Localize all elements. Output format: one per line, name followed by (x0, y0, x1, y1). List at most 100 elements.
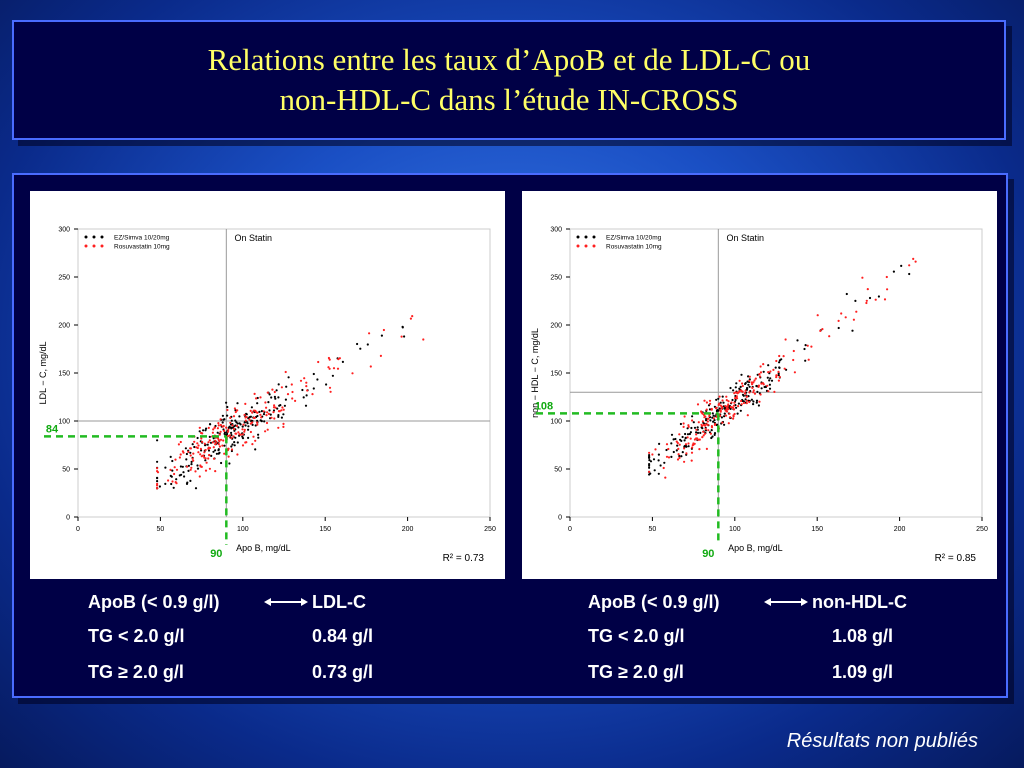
scatter-point (677, 447, 680, 450)
scatter-point (247, 436, 250, 439)
x-tick-label: 0 (76, 526, 80, 533)
y-tick-label: 150 (550, 371, 562, 378)
scatter-point (675, 449, 678, 452)
scatter-point (190, 460, 193, 463)
scatter-point (742, 401, 746, 405)
scatter-point (249, 422, 252, 425)
y-tick-label: 100 (550, 419, 562, 426)
scatter-point (753, 379, 756, 382)
scatter-point (230, 431, 233, 434)
scatter-point (216, 427, 219, 430)
scatter-point (266, 411, 269, 414)
scatter-point (649, 460, 653, 463)
scatter-point (156, 487, 159, 490)
scatter-point (273, 404, 276, 407)
scatter-point (222, 439, 225, 442)
scatter-point (272, 406, 276, 409)
scatter-point (744, 382, 747, 386)
scatter-point (703, 432, 707, 435)
scatter-point (219, 423, 222, 427)
scatter-point (234, 419, 237, 422)
scatter-point (663, 461, 666, 464)
scatter-point (755, 401, 758, 404)
scatter-point (359, 347, 362, 350)
scatter-point (203, 442, 206, 445)
scatter-point (277, 426, 280, 429)
scatter-point (218, 445, 221, 448)
scatter-point (185, 452, 188, 456)
x-tick-label: 150 (319, 526, 331, 533)
scatter-point (736, 412, 739, 415)
scatter-point (180, 473, 183, 476)
scatter-point (756, 373, 759, 376)
scatter-point (724, 405, 727, 408)
scatter-point (710, 429, 713, 432)
scatter-point (804, 344, 807, 347)
scatter-point (729, 416, 732, 419)
scatter-point (720, 416, 723, 419)
scatter-point (239, 433, 242, 436)
scatter-point (219, 430, 222, 433)
scatter-point (680, 455, 683, 458)
legend-marker (92, 235, 96, 239)
scatter-point (784, 338, 787, 341)
scatter-point (380, 334, 383, 337)
scatter-point (711, 435, 714, 438)
scatter-point (223, 444, 226, 447)
scatter-point (217, 422, 220, 425)
right-header-apob: ApoB (< 0.9 g/l) (588, 592, 720, 612)
scatter-point (243, 421, 246, 424)
scatter-point (670, 442, 673, 445)
scatter-point (730, 401, 733, 404)
scatter-point (778, 354, 781, 358)
scatter-point (247, 428, 250, 431)
scatter-point (665, 455, 669, 458)
scatter-point (699, 431, 702, 434)
y-axis-label: LDL − C, mg/dL (38, 342, 48, 405)
scatter-point (238, 415, 241, 418)
scatter-point (213, 426, 216, 429)
nonhdl-scatter-chart: 0 50 100 150 200 250 0 50 100 150 200 250 300 Apo B, … (530, 227, 988, 565)
scatter-point (684, 432, 687, 436)
title-box: Relations entre les taux d’ApoB et de LD… (12, 20, 1006, 140)
scatter-point (683, 447, 686, 450)
scatter-point (291, 397, 294, 400)
scatter-point (262, 413, 266, 416)
scatter-point (681, 451, 684, 454)
scatter-point (233, 407, 236, 410)
scatter-point (282, 425, 285, 428)
scatter-point (740, 403, 743, 406)
scatter-point (721, 421, 724, 424)
scatter-point (182, 471, 185, 474)
scatter-point (874, 298, 877, 301)
scatter-point (230, 427, 233, 430)
scatter-point (648, 459, 651, 462)
scatter-point (778, 366, 781, 369)
scatter-point (256, 421, 259, 424)
scatter-point (256, 402, 259, 405)
legend-marker (576, 244, 580, 248)
scatter-point (722, 401, 725, 404)
scatter-point (774, 366, 777, 369)
scatter-point (223, 431, 227, 434)
scatter-point (695, 433, 698, 436)
scatter-point (748, 391, 751, 394)
scatter-point (721, 399, 724, 402)
scatter-point (753, 392, 757, 395)
scatter-point (265, 406, 268, 409)
scatter-point (193, 445, 196, 449)
scatter-point (187, 450, 190, 453)
legend-marker (576, 235, 580, 239)
scatter-point (732, 389, 735, 392)
scatter-point (676, 444, 679, 447)
scatter-point (206, 443, 209, 446)
scatter-point (193, 440, 196, 443)
scatter-point (912, 257, 915, 260)
scatter-point (270, 396, 273, 399)
scatter-point (175, 468, 179, 471)
scatter-point (908, 264, 911, 267)
scatter-point (740, 399, 743, 403)
scatter-point (676, 458, 680, 461)
scatter-point (265, 421, 269, 425)
scatter-point (702, 434, 705, 437)
